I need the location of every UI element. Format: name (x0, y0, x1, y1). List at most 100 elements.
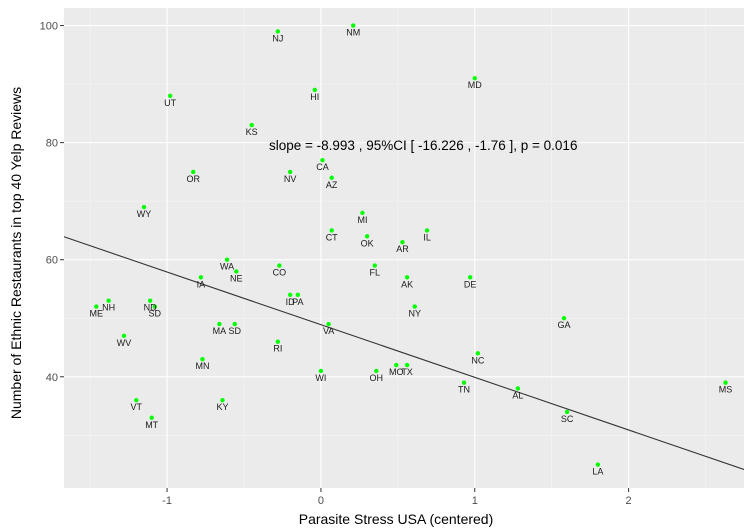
point-label-ny: NY (409, 309, 422, 319)
data-point-sd (152, 304, 157, 309)
point-label-id: ID (286, 297, 296, 307)
data-point-ga (561, 316, 567, 321)
fit-line-layer (63, 236, 744, 470)
data-point-wv (121, 333, 127, 339)
data-point-fl (372, 263, 377, 268)
point-label-sd: SD (229, 326, 242, 336)
point-label-il: IL (423, 232, 431, 242)
point-label-ct: CT (326, 232, 338, 242)
y-axis: 40 60 80 100 (40, 21, 64, 384)
regression-line (63, 236, 744, 470)
point-label-co: CO (273, 268, 287, 278)
point-label-tn: TN (458, 385, 470, 395)
point-label-nd: ND (144, 303, 157, 313)
point-label-tx: TX (401, 367, 413, 377)
point-label-ak: AK (401, 279, 413, 289)
data-point-oh (374, 368, 379, 374)
point-label-nj: NJ (272, 33, 283, 43)
data-point-wy (141, 204, 147, 210)
data-point-tn (461, 380, 467, 385)
data-point-id (287, 292, 293, 298)
data-point-ca (320, 157, 325, 163)
grid-minor (64, 8, 744, 488)
point-label-nc: NC (471, 355, 484, 365)
point-label-wy: WY (137, 209, 152, 219)
data-point-mn (200, 357, 205, 362)
data-point-hi (312, 87, 317, 93)
point-label-pa: PA (292, 297, 303, 307)
y-axis-title: Number of Ethnic Restaurants in top 40 Y… (8, 87, 24, 419)
data-point-sd (232, 321, 237, 327)
point-label-mi: MI (357, 215, 367, 225)
y-tick-label: 60 (46, 255, 58, 267)
data-point-mt (149, 415, 154, 420)
point-label-mt: MT (145, 420, 158, 430)
data-point-co (277, 263, 282, 268)
annotation-text: slope = -8.993 , 95%CI [ -16.226 , -1.76… (269, 138, 577, 153)
point-label-nm: NM (346, 28, 360, 38)
point-label-ia: IA (197, 279, 206, 289)
x-tick-label: 1 (472, 495, 478, 507)
point-label-va: VA (323, 326, 334, 336)
point-label-de: DE (464, 279, 477, 289)
point-label-fl: FL (370, 268, 381, 278)
data-point-tx (404, 362, 410, 368)
point-label-ne: NE (230, 273, 243, 283)
point-label-ky: KY (216, 402, 228, 412)
data-point-al (515, 386, 521, 391)
data-point-ia (198, 275, 204, 280)
y-tick-label: 40 (46, 372, 58, 384)
data-point-wa (224, 257, 230, 262)
data-point-mo (394, 362, 399, 368)
x-axis: -1 0 1 2 (162, 488, 632, 507)
point-label-ca: CA (316, 162, 329, 172)
point-label-wa: WA (220, 262, 234, 272)
x-tick-label: 2 (626, 495, 632, 507)
y-tick-label: 100 (40, 21, 58, 33)
data-point-il (424, 228, 430, 233)
point-label-la: LA (592, 467, 603, 477)
data-point-ks (249, 122, 254, 128)
point-label-sc: SC (561, 414, 574, 424)
data-point-ok (364, 234, 370, 239)
data-point-ms (723, 380, 728, 385)
data-point-me (94, 304, 99, 309)
data-point-ny (412, 304, 417, 309)
point-label-ma: MA (213, 326, 227, 336)
data-point-nh (106, 298, 111, 303)
point-label-oh: OH (370, 373, 384, 383)
data-point-sc (564, 409, 570, 415)
grid-major (64, 8, 744, 488)
point-label-nv: NV (284, 174, 297, 184)
data-point-ma (217, 321, 222, 327)
point-label-ri: RI (273, 344, 282, 354)
point-label-hi: HI (310, 92, 319, 102)
point-label-me: ME (90, 309, 104, 319)
x-axis-title: Parasite Stress USA (centered) (299, 511, 494, 527)
data-point-or (191, 169, 196, 175)
point-label-mo: MO (389, 367, 404, 377)
data-point-ne (234, 269, 239, 274)
data-point-vt (134, 397, 139, 403)
data-point-nd (147, 298, 153, 303)
data-point-az (329, 175, 334, 180)
data-point-ri (275, 339, 281, 344)
point-labels-layer: NM NJ MD HI UT KS CA OR NV AZ WY MI CT IL OK AR WA CO FL NE… (90, 28, 733, 477)
x-tick-label: -1 (162, 495, 172, 507)
data-point-ut (167, 93, 173, 99)
data-point-de (467, 275, 473, 280)
data-point-la (595, 462, 601, 467)
plot-panel (64, 8, 744, 488)
data-point-ak (404, 275, 410, 280)
point-label-ar: AR (396, 244, 409, 254)
x-tick-label: 0 (318, 495, 324, 507)
data-point-ar (400, 239, 405, 245)
data-point-ky (220, 397, 225, 403)
data-point-ct (329, 228, 334, 233)
point-label-vt: VT (131, 402, 143, 412)
data-point-nc (475, 351, 481, 356)
data-point-md (472, 76, 477, 81)
point-label-or: OR (186, 174, 200, 184)
point-label-ut: UT (164, 98, 176, 108)
